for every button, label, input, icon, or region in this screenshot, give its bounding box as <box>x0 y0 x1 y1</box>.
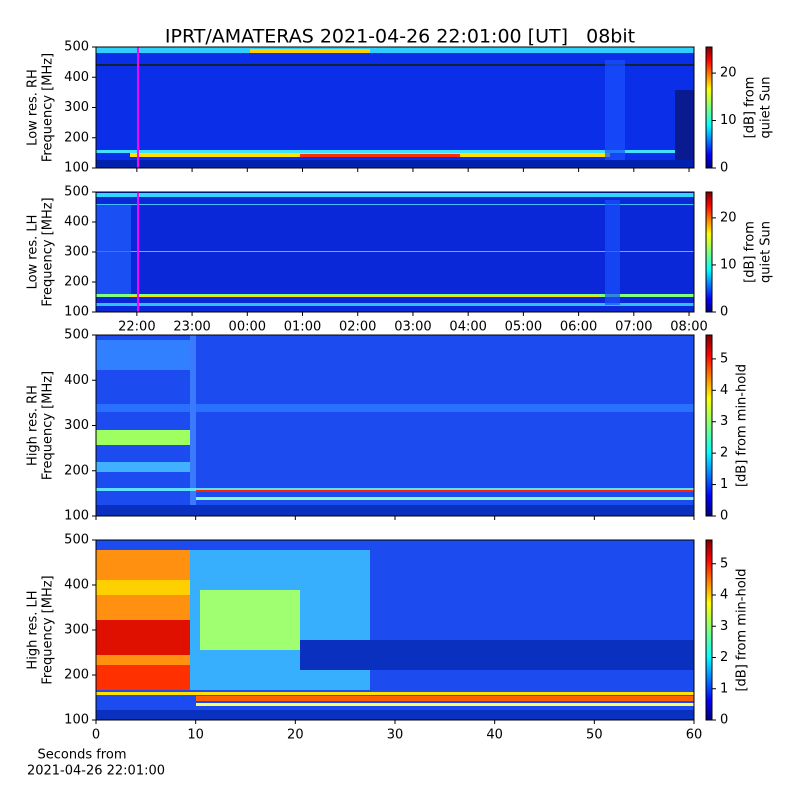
x-tick-label: 00:00 <box>229 320 266 335</box>
colorbar-tick-label: 3 <box>720 414 728 429</box>
colorbar <box>705 191 713 313</box>
x-axis-label: Seconds from <box>37 748 126 763</box>
y-axis-label: Frequency [MHz] <box>41 575 56 684</box>
y-tick-label: 400 <box>64 578 89 593</box>
y-tick-label: 400 <box>64 215 89 230</box>
y-axis-label: High res. RH <box>26 385 41 466</box>
y-axis-label: Low res. LH <box>26 215 41 290</box>
y-tick-label: 500 <box>64 328 89 343</box>
y-tick-label: 300 <box>64 245 89 260</box>
colorbar-label: [dB] from min-hold <box>735 364 750 487</box>
y-tick-label: 500 <box>64 40 89 55</box>
x-axis-label: 2021-04-26 22:01:00 <box>27 764 165 779</box>
colorbar-tick-label: 0 <box>720 509 728 524</box>
colorbar-tick-label: 0 <box>720 305 728 320</box>
colorbar-tick-label: 4 <box>720 383 728 398</box>
colorbar-tick-label: 0 <box>720 713 728 728</box>
colorbar <box>705 334 713 517</box>
x-tick-label: 05:00 <box>505 320 542 335</box>
y-tick-label: 300 <box>64 623 89 638</box>
colorbar-label: quiet Sun <box>759 221 774 283</box>
colorbar-tick-label: 1 <box>720 477 728 492</box>
colorbar <box>705 46 713 169</box>
x-tick-label: 03:00 <box>394 320 431 335</box>
x-tick-label: 06:00 <box>560 320 597 335</box>
x-tick-label: 04:00 <box>449 320 486 335</box>
spectrogram-3 <box>96 335 694 516</box>
colorbar-tick-label: 10 <box>720 113 737 128</box>
x-tick-label: 22:00 <box>118 320 155 335</box>
y-tick-label: 300 <box>64 418 89 433</box>
spectrogram-2 <box>96 192 694 312</box>
x-tick-label: 0 <box>92 728 100 743</box>
x-tick-label: 01:00 <box>284 320 321 335</box>
y-axis-label: Low res. RH <box>26 69 41 146</box>
x-tick-label: 23:00 <box>173 320 210 335</box>
x-tick-label: 60 <box>686 728 703 743</box>
x-tick-label: 08:00 <box>670 320 707 335</box>
y-tick-label: 500 <box>64 185 89 200</box>
spectrogram-1 <box>96 47 694 168</box>
y-tick-label: 300 <box>64 100 89 115</box>
colorbar-label: [dB] from <box>743 221 758 283</box>
y-tick-label: 200 <box>64 668 89 683</box>
y-axis-label: High res. LH <box>26 590 41 669</box>
figure-title: IPRT/AMATERAS 2021-04-26 22:01:00 [UT] 0… <box>165 26 635 48</box>
colorbar-tick-label: 2 <box>720 650 728 665</box>
y-tick-label: 200 <box>64 275 89 290</box>
y-tick-label: 400 <box>64 70 89 85</box>
x-tick-label: 07:00 <box>615 320 652 335</box>
colorbar-tick-label: 0 <box>720 161 728 176</box>
colorbar-label: quiet Sun <box>759 76 774 138</box>
y-axis-label: Frequency [MHz] <box>41 53 56 162</box>
colorbar-tick-label: 5 <box>720 351 728 366</box>
y-tick-label: 100 <box>64 305 89 320</box>
y-tick-label: 100 <box>64 509 89 524</box>
y-tick-label: 200 <box>64 463 89 478</box>
colorbar-label: [dB] from min-hold <box>735 568 750 691</box>
colorbar-tick-label: 20 <box>720 210 737 225</box>
y-axis-label: Frequency [MHz] <box>41 197 56 306</box>
x-tick-label: 02:00 <box>339 320 376 335</box>
colorbar <box>705 539 713 721</box>
x-tick-label: 10 <box>187 728 204 743</box>
colorbar-tick-label: 3 <box>720 619 728 634</box>
y-tick-label: 100 <box>64 161 89 176</box>
spectrogram-4 <box>96 540 694 720</box>
y-tick-label: 200 <box>64 130 89 145</box>
y-tick-label: 400 <box>64 373 89 388</box>
x-tick-label: 20 <box>287 728 304 743</box>
colorbar-tick-label: 5 <box>720 556 728 571</box>
y-tick-label: 100 <box>64 713 89 728</box>
colorbar-tick-label: 2 <box>720 446 728 461</box>
x-tick-label: 30 <box>387 728 404 743</box>
colorbar-tick-label: 10 <box>720 257 737 272</box>
y-tick-label: 500 <box>64 533 89 548</box>
x-tick-label: 40 <box>486 728 503 743</box>
colorbar-label: [dB] from <box>743 77 758 139</box>
y-axis-label: Frequency [MHz] <box>41 371 56 480</box>
colorbar-tick-label: 4 <box>720 588 728 603</box>
colorbar-tick-label: 1 <box>720 681 728 696</box>
x-tick-label: 50 <box>586 728 603 743</box>
colorbar-tick-label: 20 <box>720 66 737 81</box>
